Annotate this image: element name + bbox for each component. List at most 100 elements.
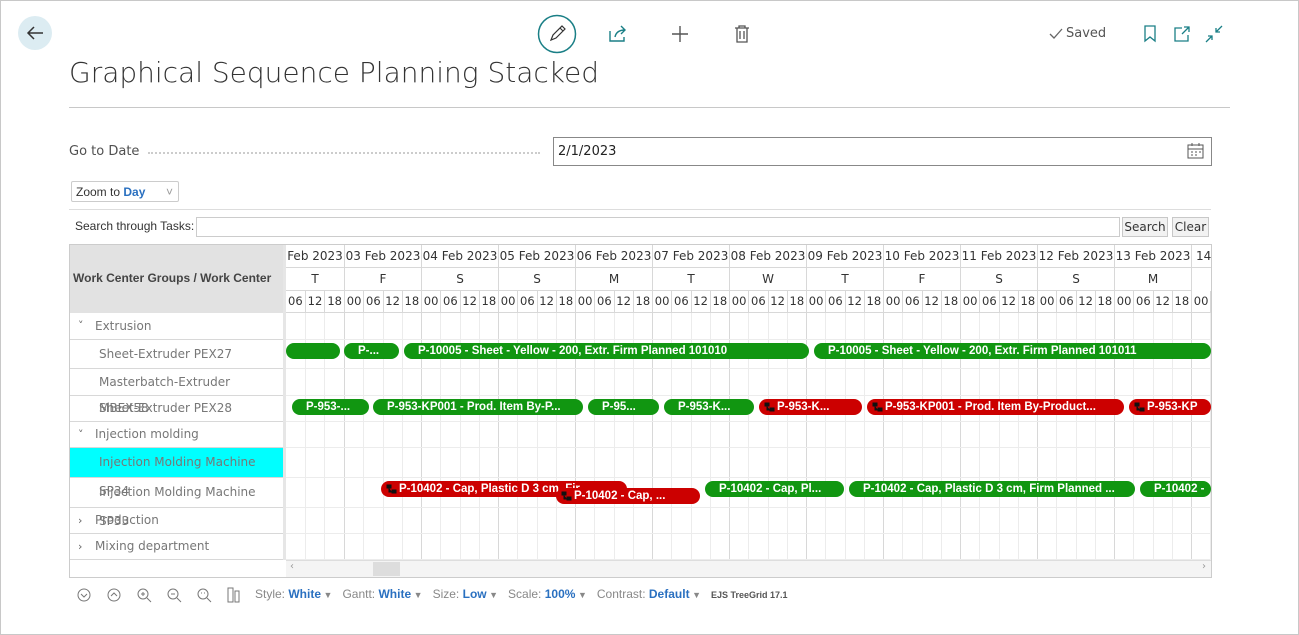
row-gridline bbox=[286, 477, 1211, 478]
task-bar[interactable]: P-953-K... bbox=[759, 399, 862, 415]
search-button[interactable]: Search bbox=[1122, 217, 1168, 237]
hour-header: 18 bbox=[556, 291, 576, 313]
task-label: P-953-... bbox=[306, 401, 351, 413]
work-center-row[interactable]: Injection Molding Machine SP33 bbox=[70, 478, 283, 528]
work-center-row[interactable]: Sheet-Extruder PEX28 bbox=[70, 396, 283, 422]
footer-setting[interactable]: Scale: 100% ▼ bbox=[508, 587, 587, 601]
date-header: 11 Feb 2023 bbox=[961, 245, 1038, 268]
task-bar[interactable]: P-10402 - Cap, ... bbox=[556, 488, 700, 504]
task-bar[interactable]: P-95... bbox=[588, 399, 659, 415]
task-label: P-10402 - Cap, ... bbox=[574, 490, 666, 502]
task-bar[interactable]: P-953-KP001 - Prod. Item By-P... bbox=[373, 399, 583, 415]
row-gridline bbox=[286, 559, 1211, 560]
delete-button[interactable] bbox=[733, 24, 751, 44]
hour-header: 12 bbox=[768, 291, 788, 313]
hour-header: 12 bbox=[537, 291, 557, 313]
hour-gridline bbox=[786, 313, 788, 560]
footer-setting[interactable]: Contrast: Default ▼ bbox=[596, 587, 701, 601]
divider bbox=[69, 209, 1211, 210]
task-label: P-10402 - bbox=[1154, 483, 1205, 495]
hour-gridline bbox=[536, 313, 538, 560]
task-bar[interactable]: P-10005 - Sheet - Yellow - 200, Extr. Fi… bbox=[404, 343, 809, 359]
task-label: P-... bbox=[358, 345, 380, 357]
search-input[interactable] bbox=[196, 217, 1120, 237]
hour-header: 00 bbox=[576, 291, 596, 313]
hour-header: 00 bbox=[961, 291, 981, 313]
h-scrollbar[interactable]: ‹ › bbox=[286, 560, 1211, 577]
task-label: P-953-K... bbox=[777, 401, 830, 413]
date-value: 2/1/2023 bbox=[558, 144, 617, 159]
hour-header: 00 bbox=[422, 291, 442, 313]
hour-header: 00 bbox=[730, 291, 750, 313]
hour-gridline bbox=[1056, 313, 1058, 560]
expander[interactable]: ˅ bbox=[78, 428, 84, 441]
group-row[interactable]: › Production bbox=[70, 508, 283, 534]
work-center-row[interactable]: Masterbatch-Extruder MBEX58 bbox=[70, 369, 283, 415]
hour-gridline bbox=[1017, 313, 1019, 560]
task-bar[interactable] bbox=[286, 343, 340, 359]
new-button[interactable] bbox=[670, 24, 690, 44]
task-label: P-10402 - Cap, Pl... bbox=[719, 483, 822, 495]
clear-button[interactable]: Clear bbox=[1172, 217, 1209, 237]
open-new-window[interactable] bbox=[1172, 24, 1192, 44]
task-label: P-953-KP001 - Prod. Item By-Product... bbox=[885, 401, 1096, 413]
weekday-header: F bbox=[345, 268, 422, 291]
setting-label: Contrast: bbox=[596, 587, 646, 601]
hour-header: 00 bbox=[884, 291, 904, 313]
footer-setting[interactable]: Size: Low ▼ bbox=[432, 587, 499, 601]
search-label: Search through Tasks: bbox=[75, 219, 195, 233]
expander[interactable]: › bbox=[78, 540, 83, 553]
hour-header: 18 bbox=[325, 291, 345, 313]
row-gridline bbox=[286, 507, 1211, 508]
hour-gridline bbox=[729, 313, 730, 560]
footer-tools[interactable] bbox=[76, 586, 246, 604]
collapse-button[interactable] bbox=[1204, 24, 1224, 44]
hour-header: 12 bbox=[922, 291, 942, 313]
date-header: 07 Feb 2023 bbox=[653, 245, 730, 268]
date-header: Feb 2023 bbox=[286, 245, 345, 268]
hour-gridline bbox=[613, 313, 615, 560]
task-bar[interactable]: P-10402 - Cap, Pl... bbox=[705, 481, 844, 497]
hour-gridline bbox=[690, 313, 692, 560]
weekday-header: M bbox=[576, 268, 653, 291]
expander[interactable]: › bbox=[78, 514, 83, 527]
bookmark-button[interactable] bbox=[1142, 24, 1158, 44]
date-header: 14 bbox=[1192, 245, 1211, 268]
hour-gridline bbox=[979, 313, 981, 560]
work-center-row[interactable]: Injection Molding Machine SP34 bbox=[70, 448, 283, 498]
hour-header: 12 bbox=[1153, 291, 1173, 313]
task-bar[interactable]: P-953-KP bbox=[1129, 399, 1211, 415]
row-label: Extrusion bbox=[95, 319, 152, 333]
calendar-icon[interactable] bbox=[1187, 143, 1205, 160]
footer-setting[interactable]: Gantt: White ▼ bbox=[342, 587, 423, 601]
hour-gridline bbox=[1133, 313, 1135, 560]
task-bar[interactable]: P-... bbox=[344, 343, 399, 359]
expander[interactable]: ˅ bbox=[78, 319, 84, 332]
link-icon bbox=[1134, 402, 1145, 412]
zoom-select[interactable]: Zoom to Day ˅ bbox=[71, 181, 179, 202]
hour-gridline bbox=[1094, 313, 1096, 560]
task-bar[interactable]: P-953-K... bbox=[664, 399, 754, 415]
hour-gridline bbox=[1171, 313, 1173, 560]
task-label: P-953-K... bbox=[678, 401, 731, 413]
share-button[interactable] bbox=[607, 23, 629, 45]
date-input[interactable]: 2/1/2023 bbox=[553, 137, 1212, 166]
work-center-row[interactable]: Sheet-Extruder PEX27 bbox=[70, 340, 283, 369]
group-row[interactable]: ˅ Extrusion bbox=[70, 313, 283, 340]
weekday-header: S bbox=[422, 268, 499, 291]
row-gridline bbox=[286, 421, 1211, 422]
task-bar[interactable]: P-953-... bbox=[292, 399, 369, 415]
group-row[interactable]: › Mixing department bbox=[70, 534, 283, 560]
setting-label: Size: bbox=[432, 587, 460, 601]
group-row[interactable]: ˅ Injection molding bbox=[70, 422, 283, 448]
task-bar[interactable]: P-953-KP001 - Prod. Item By-Product... bbox=[867, 399, 1124, 415]
edit-button[interactable] bbox=[537, 14, 577, 54]
task-bar[interactable]: P-10005 - Sheet - Yellow - 200, Extr. Fi… bbox=[814, 343, 1211, 359]
task-bar[interactable]: P-10402 - bbox=[1140, 481, 1211, 497]
hour-header: 18 bbox=[1095, 291, 1115, 313]
back-button[interactable] bbox=[18, 16, 52, 50]
hour-gridline bbox=[709, 313, 711, 560]
footer-setting[interactable]: Style: White ▼ bbox=[255, 587, 333, 601]
task-bar[interactable]: P-10402 - Cap, Plastic D 3 cm, Firm Plan… bbox=[849, 481, 1135, 497]
